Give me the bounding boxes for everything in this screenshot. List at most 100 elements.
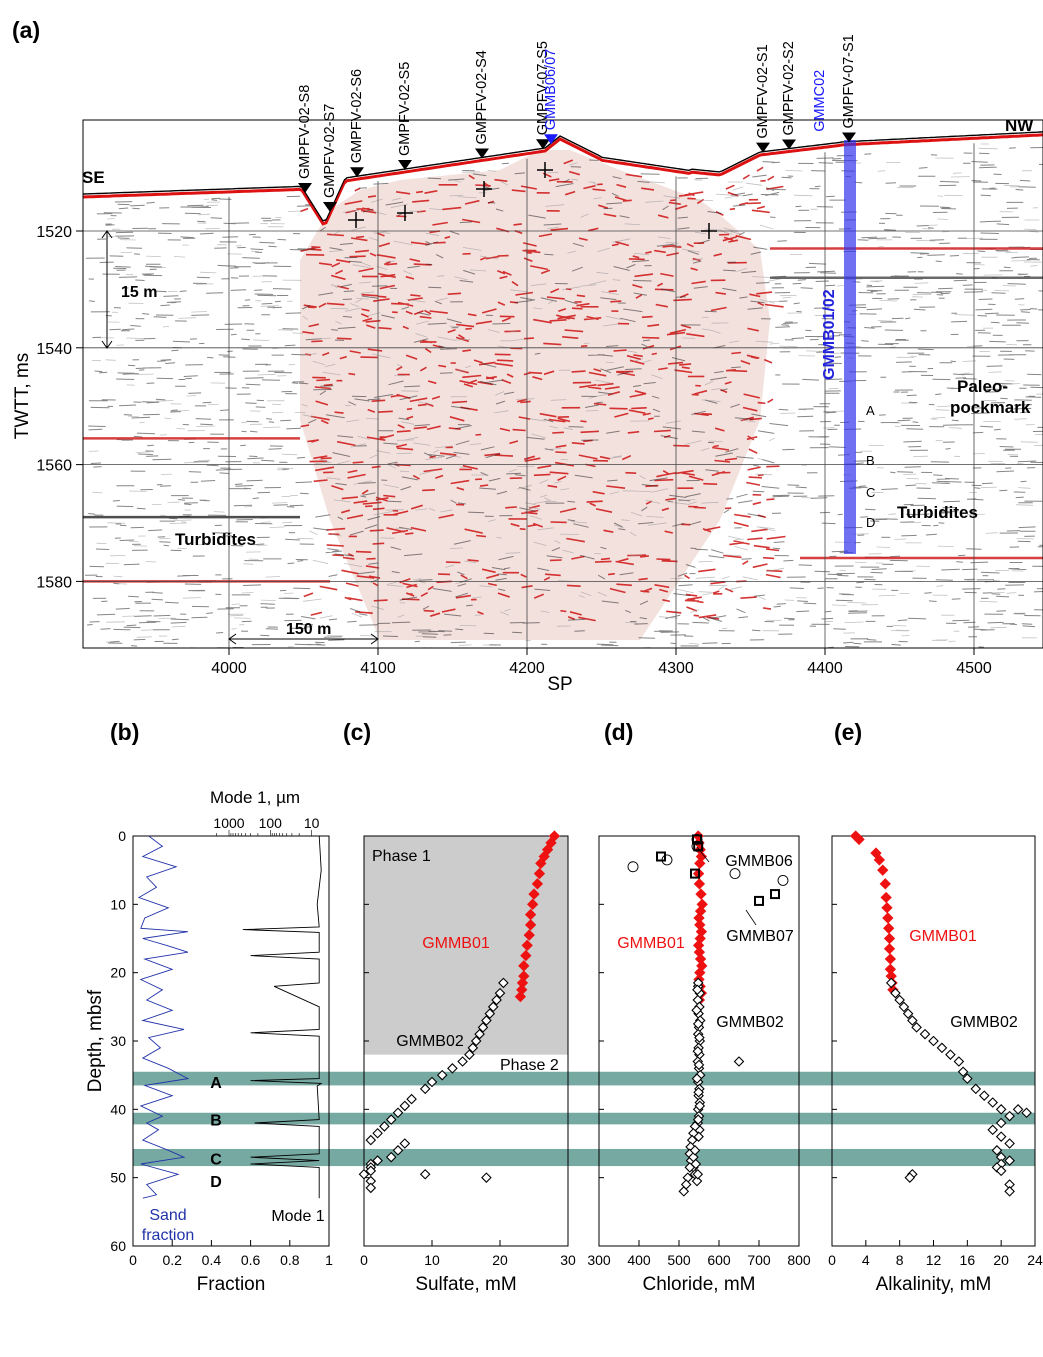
band-B <box>133 1112 1035 1125</box>
station-marker <box>323 202 337 212</box>
section-grid <box>83 143 1043 648</box>
station-marker <box>536 139 550 150</box>
point-gmmb02 <box>936 1042 948 1054</box>
xtick-label: 700 <box>747 1252 771 1268</box>
point-gmmb01 <box>524 919 537 931</box>
horizon-label-D: D <box>866 515 875 530</box>
point-gmmb01 <box>533 867 546 880</box>
panel-label-a: (a) <box>12 17 40 43</box>
point-gmmb02 <box>692 1045 704 1057</box>
section-text: SE NW 15 m 150 m Turbidites Turbidites Paleo-p… <box>82 116 1034 645</box>
gmmb02-label: GMMB02 <box>716 1014 784 1031</box>
ytick-label: 1520 <box>36 224 72 241</box>
point-gmmb02 <box>447 1063 458 1074</box>
seafloor-black <box>83 131 1043 222</box>
panel-e-alkalinity: 0 4 8 12 16 20 24 Alkalinity, mM GMMB01 GMMB02 <box>828 830 1043 1295</box>
station-label: GMPFV-07-S1 <box>841 34 857 128</box>
station-marker <box>350 167 364 178</box>
point-gmmb01 <box>883 932 896 945</box>
plus-marker <box>537 162 553 178</box>
point-gmmb02 <box>481 1015 492 1026</box>
point-gmmb02 <box>1004 1155 1015 1166</box>
point-gmmb01 <box>884 953 897 965</box>
gmmb01-label: GMMB01 <box>422 935 490 952</box>
station-marker <box>398 160 412 170</box>
xtick-label: 600 <box>707 1252 731 1268</box>
point-gmmb02 <box>385 1151 397 1163</box>
point-gmmb07 <box>690 868 700 879</box>
phase2-label: Phase 2 <box>500 1057 559 1074</box>
point-gmmb02 <box>945 1049 956 1060</box>
plus-marker <box>397 205 413 221</box>
point-gmmb02 <box>457 1056 468 1067</box>
water-column <box>83 120 1043 220</box>
turbidites-right: Turbidites <box>897 503 978 522</box>
point-gmmb02 <box>436 1069 448 1081</box>
point-gmmb02 <box>365 1175 377 1187</box>
black-reflectors <box>84 147 1043 648</box>
point-gmmb01 <box>516 977 529 989</box>
point-gmmb01 <box>695 888 707 900</box>
plus-marker <box>701 223 717 239</box>
station-label: GMPFV-02-S4 <box>474 50 490 144</box>
gmmb01-label: GMMB01 <box>909 928 977 945</box>
plus-marker <box>348 212 364 228</box>
core-gmmb01-02 <box>844 140 856 554</box>
sand-label-2: fraction <box>142 1227 194 1244</box>
point-gmmb01 <box>521 939 533 951</box>
horizon-label-A: A <box>866 403 875 418</box>
point-gmmb02 <box>733 1056 745 1067</box>
panel-label-e: (e) <box>834 719 862 745</box>
panel-label-b: (b) <box>110 719 139 745</box>
point-gmmb02 <box>372 1155 383 1166</box>
point-gmmb01 <box>873 854 886 866</box>
ytick-label: 30 <box>110 1033 126 1049</box>
point-gmmb01 <box>514 990 527 1003</box>
station-marker <box>756 142 770 153</box>
y-axis-label: TWTT, ms <box>12 353 33 440</box>
point-gmmb01 <box>884 963 897 975</box>
plus-markers <box>348 162 717 239</box>
scale-v-label: 15 m <box>121 284 157 301</box>
point-gmmb02 <box>426 1076 438 1088</box>
xtick-label: 20 <box>492 1252 508 1268</box>
band-label-A: A <box>210 1075 222 1092</box>
station-marker <box>782 139 796 150</box>
xtick-label: 8 <box>896 1252 904 1268</box>
point-gmmb02 <box>885 977 897 989</box>
point-gmmb02 <box>911 1022 922 1033</box>
point-gmmb02 <box>919 1028 931 1040</box>
mode-tick-label: 10 <box>304 815 320 831</box>
xtick-label: 30 <box>560 1252 576 1268</box>
label-se: SE <box>82 168 105 187</box>
point-gmmb01 <box>520 949 532 962</box>
station-marker <box>544 134 558 145</box>
point-gmmb02 <box>928 1035 939 1047</box>
xtick-label: 0 <box>360 1252 368 1268</box>
seafloor-red <box>83 133 1043 226</box>
xtick-label: 4300 <box>658 660 694 677</box>
point-gmmb02 <box>894 994 905 1006</box>
station-label: GMPFV-07-S5 <box>535 41 551 135</box>
gmmb07-leader <box>745 909 757 926</box>
point-gmmb02 <box>995 1117 1007 1129</box>
point-gmmb06 <box>729 868 741 880</box>
point-gmmb02 <box>898 1001 910 1013</box>
point-gmmb02 <box>691 1004 702 1016</box>
xtick-label: 0 <box>129 1252 137 1268</box>
xtick-label: 20 <box>993 1252 1009 1268</box>
point-gmmb02 <box>995 1165 1007 1177</box>
gmmb01-label: GMMB01 <box>617 935 685 952</box>
station-marker <box>298 183 312 193</box>
ytick-label: 1580 <box>36 574 72 591</box>
horizon-label-C: C <box>866 485 875 500</box>
gmmb02-label: GMMB02 <box>950 1014 1018 1031</box>
xtick-label: 1 <box>325 1252 333 1268</box>
point-gmmb02 <box>406 1093 417 1105</box>
panel-label-c: (c) <box>343 719 371 745</box>
point-gmmb01 <box>879 878 891 890</box>
chaotic-zone <box>300 150 770 640</box>
sand-fraction-line <box>137 836 190 1199</box>
xtick-label: 800 <box>787 1252 811 1268</box>
